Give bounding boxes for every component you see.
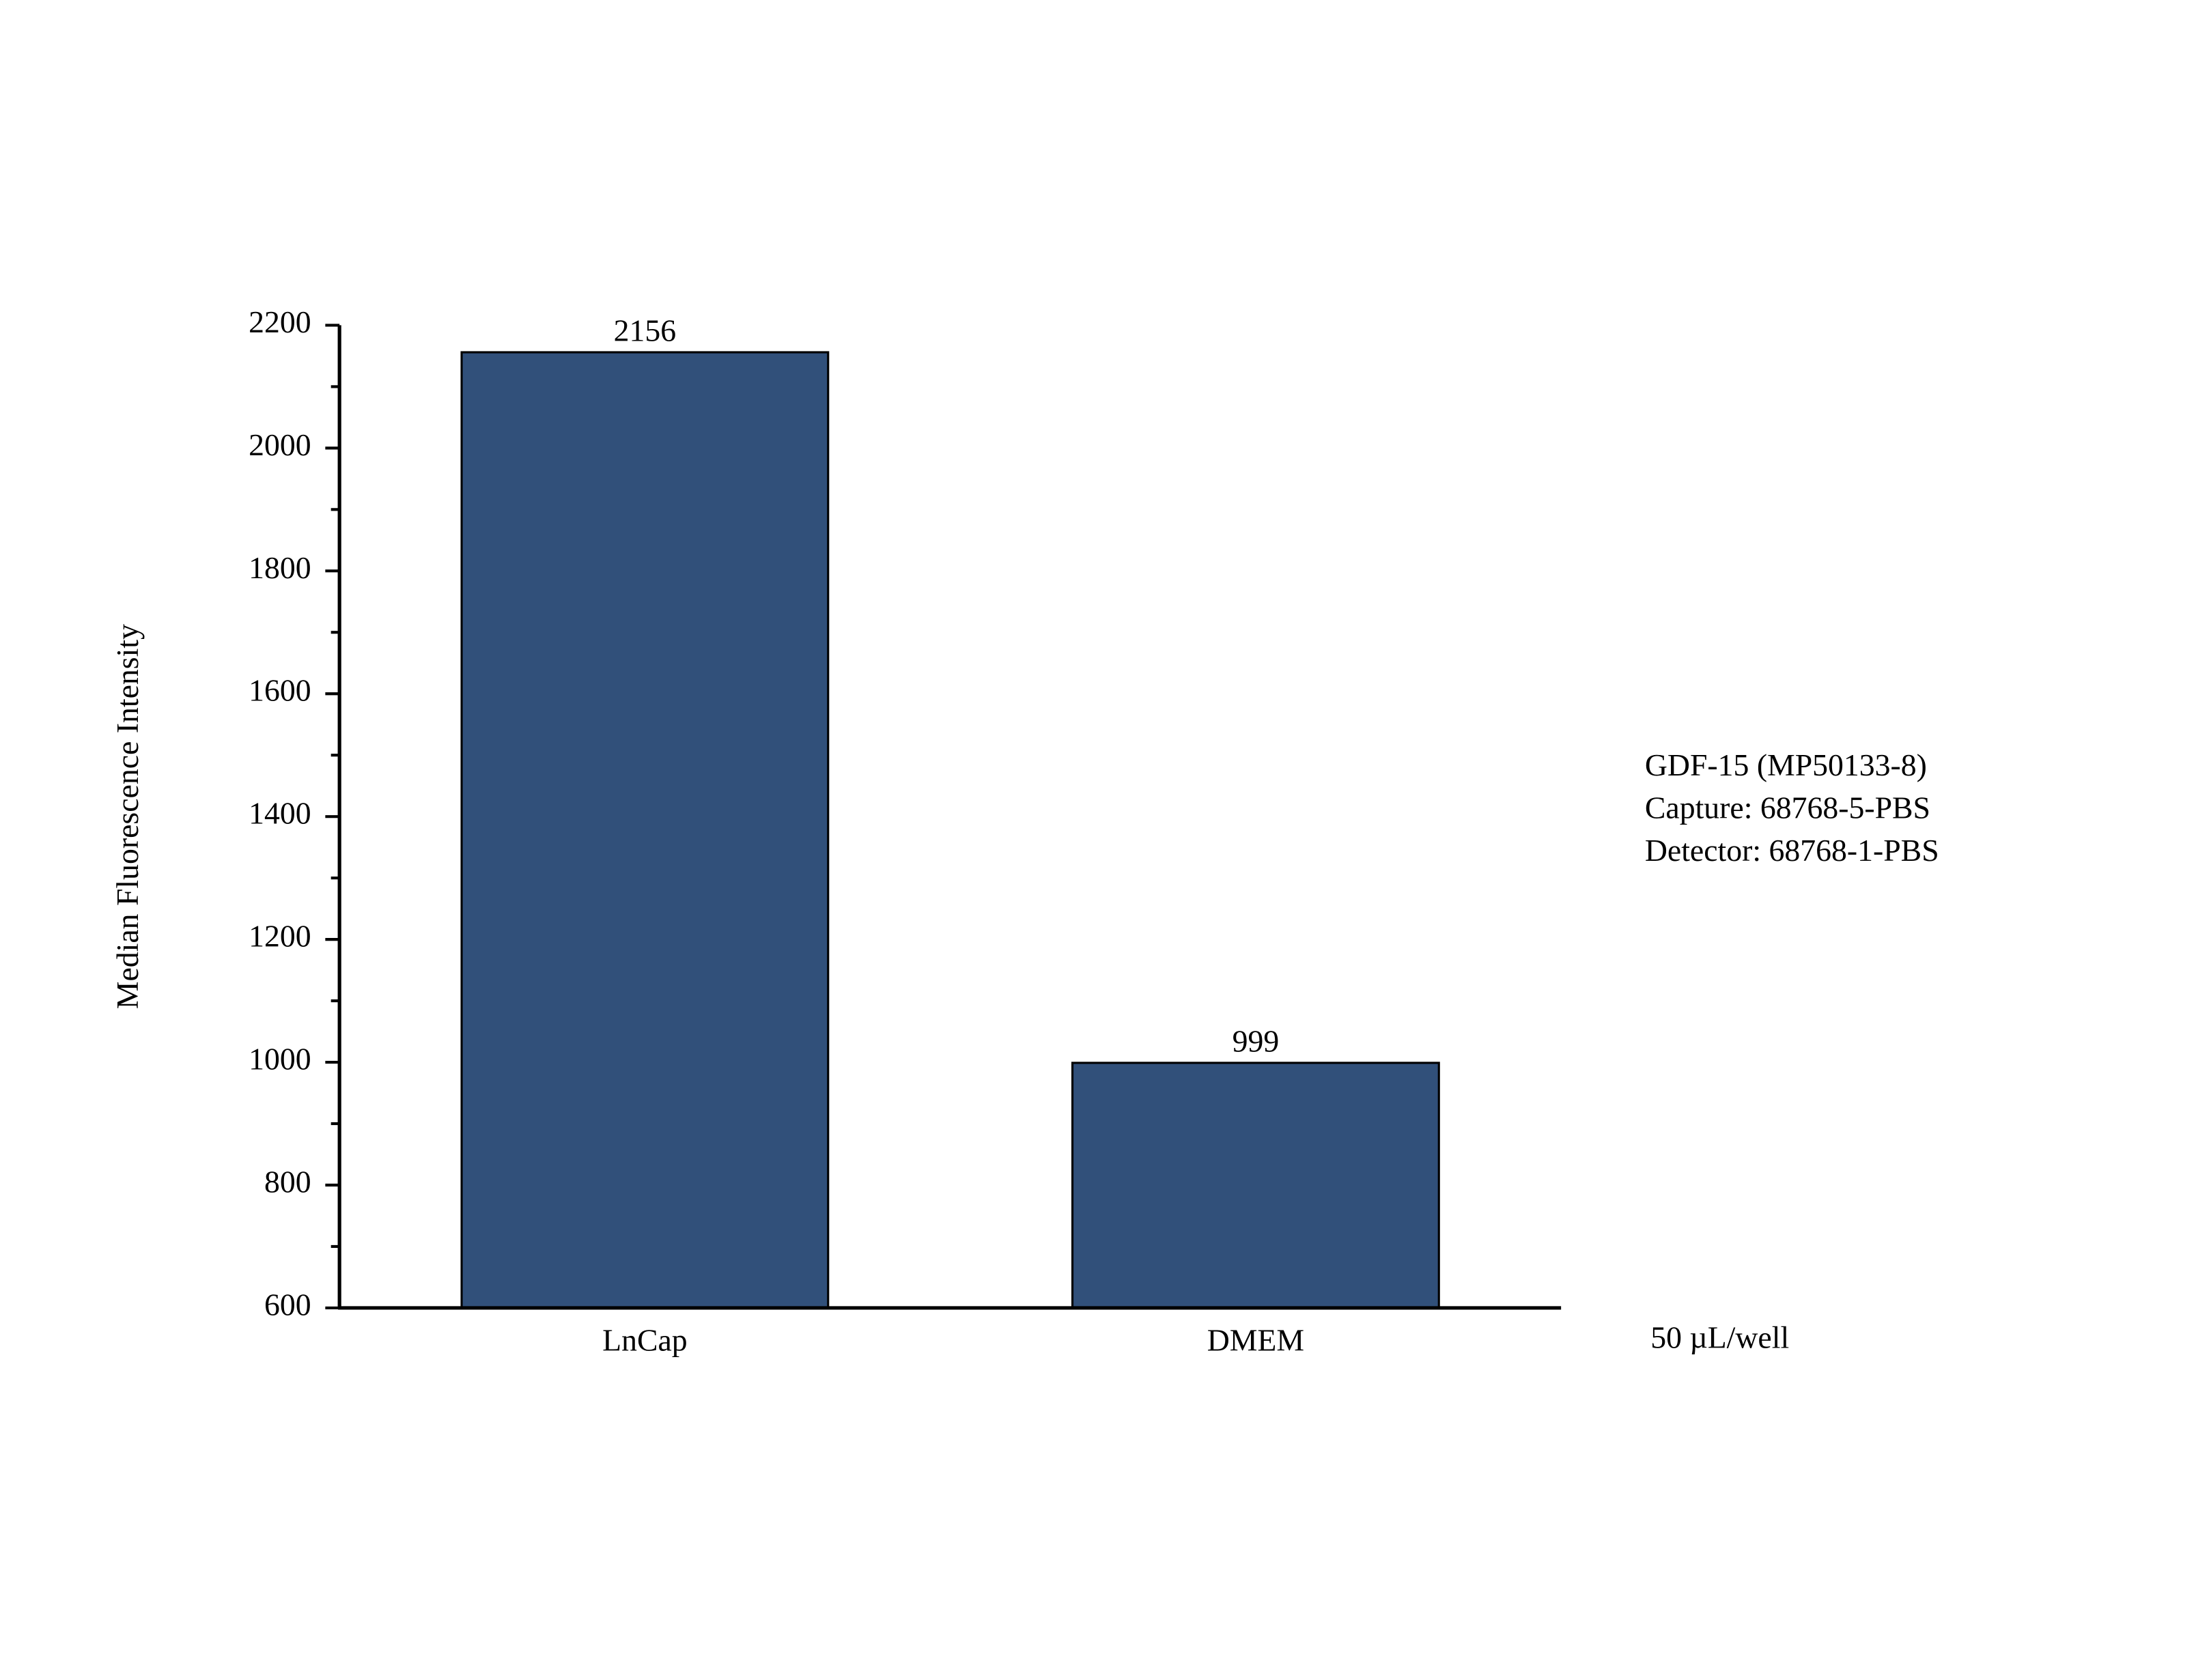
y-tick-label: 1000 <box>249 1042 311 1077</box>
x-axis-label: 50 µL/well <box>1650 1320 1789 1354</box>
annotation: Capture: 68768-5-PBS <box>1645 790 1930 825</box>
y-axis-label: Median Fluorescence Intensity <box>110 624 145 1009</box>
y-tick-label: 1600 <box>249 673 311 708</box>
bar <box>1071 1062 1440 1309</box>
bar <box>460 351 830 1309</box>
y-tick-label: 800 <box>264 1164 311 1199</box>
x-tick-label: DMEM <box>1207 1322 1304 1357</box>
y-tick-label: 1400 <box>249 796 311 831</box>
y-tick-label: 1800 <box>249 550 311 585</box>
y-tick-label: 2200 <box>249 304 311 339</box>
annotation: Detector: 68768-1-PBS <box>1645 833 1939 868</box>
y-tick-label: 1200 <box>249 919 311 954</box>
data-label: 2156 <box>614 313 677 347</box>
data-label: 999 <box>1233 1023 1280 1058</box>
y-tick-label: 600 <box>264 1287 311 1322</box>
x-tick-label: LnCap <box>602 1322 688 1357</box>
annotation: GDF-15 (MP50133-8) <box>1645 748 1927 782</box>
y-tick-label: 2000 <box>249 427 311 462</box>
